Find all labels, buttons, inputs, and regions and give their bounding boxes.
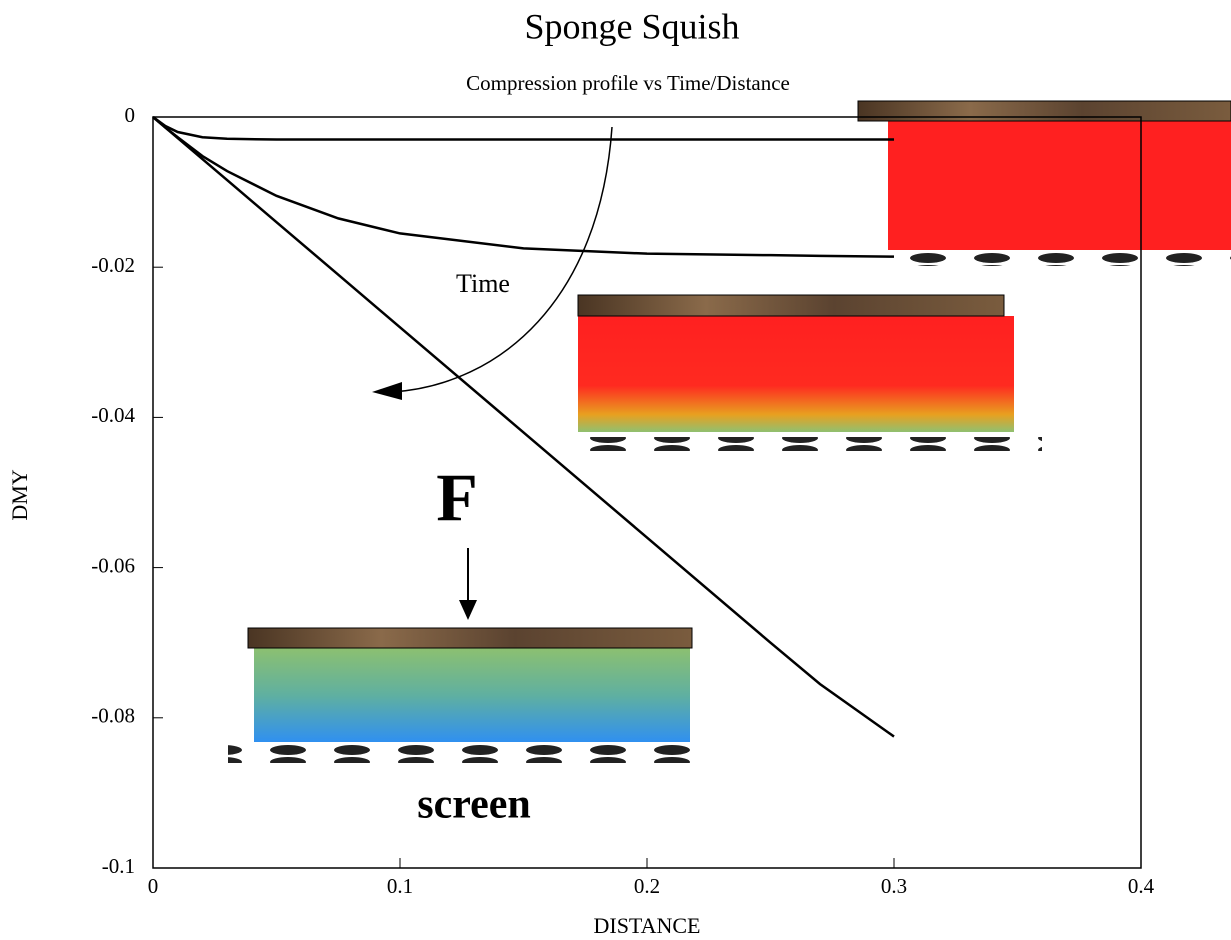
y-tick-label: -0.04 [91,403,135,427]
y-axis-label: DMY [7,469,32,520]
data-line [153,117,894,140]
chart: Sponge Squish Compression profile vs Tim… [0,0,1231,940]
annotation: F [436,460,478,536]
decoration [228,101,1231,763]
y-tick-label: -0.08 [91,704,135,728]
x-axis-label: DISTANCE [593,913,700,938]
chart-subtitle: Compression profile vs Time/Distance [466,71,790,95]
x-tick-label: 0.3 [881,874,907,898]
y-tick-label: -0.06 [91,553,135,577]
data-line [153,117,894,257]
x-tick-label: 0.4 [1128,874,1155,898]
y-tick-label: 0 [125,103,136,127]
y-tick-label: -0.1 [102,854,135,878]
y-tick-label: -0.02 [91,253,135,277]
x-tick-label: 0.1 [387,874,413,898]
chart-title: Sponge Squish [524,6,739,46]
annotation: Time [456,269,510,298]
annotation: screen [417,782,531,828]
x-tick-label: 0.2 [634,874,660,898]
x-tick-label: 0 [148,874,159,898]
